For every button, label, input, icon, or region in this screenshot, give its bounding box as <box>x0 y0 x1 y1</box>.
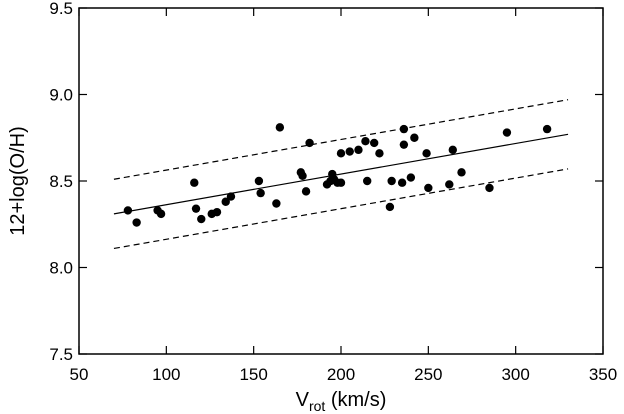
y-axis-label: 12+log(O/H) <box>7 126 29 236</box>
data-point <box>410 133 419 142</box>
tick-labels: 50 100 150 200 250 300 350 7.5 8.0 8.5 9.0 9.5 <box>49 0 617 384</box>
data-point <box>272 199 281 208</box>
y-tick-label: 8.5 <box>49 172 73 191</box>
data-point <box>363 176 372 186</box>
data-point <box>298 171 307 181</box>
data-point <box>397 178 407 187</box>
data-point <box>361 137 370 146</box>
x-tick-label: 150 <box>239 365 267 384</box>
data-points <box>123 123 552 227</box>
x-tick-label: 350 <box>589 365 617 384</box>
fit-line <box>113 133 569 215</box>
x-axis-label-subscript: rot <box>309 398 325 414</box>
axis-ticks <box>78 7 604 355</box>
x-tick-label: 100 <box>152 365 180 384</box>
data-point <box>448 145 457 155</box>
data-point <box>354 145 363 155</box>
y-tick-label: 8.0 <box>49 259 73 278</box>
data-point <box>221 197 230 206</box>
data-point <box>212 207 222 217</box>
data-point <box>457 168 466 177</box>
x-tick-label: 250 <box>414 365 442 384</box>
data-point <box>156 209 166 219</box>
x-axis-label: Vrot (km/s) <box>296 389 387 414</box>
data-point <box>422 149 431 158</box>
data-point <box>345 147 354 156</box>
data-point <box>336 149 346 158</box>
x-axis-label-unit: (km/s) <box>325 389 386 411</box>
data-point <box>256 188 265 198</box>
x-tick-label: 200 <box>327 365 355 384</box>
data-point <box>399 140 409 149</box>
data-point <box>123 206 133 215</box>
y-tick-label: 9.0 <box>49 86 73 105</box>
y-tick-label: 7.5 <box>49 345 73 364</box>
x-tick-label: 300 <box>501 365 529 384</box>
data-point <box>424 183 433 193</box>
data-point <box>197 214 206 224</box>
data-point <box>226 192 236 201</box>
data-point <box>275 123 285 132</box>
data-point <box>542 124 552 134</box>
data-point <box>132 218 141 227</box>
data-point <box>399 124 409 134</box>
data-point <box>254 176 264 186</box>
data-point <box>485 183 494 193</box>
data-point <box>502 128 512 137</box>
dashed-bound-line <box>113 168 569 250</box>
fit-lines <box>113 99 569 250</box>
data-point <box>387 176 396 186</box>
data-point <box>336 178 346 187</box>
data-point <box>385 202 395 212</box>
dashed-bound-line <box>113 99 569 180</box>
data-point <box>369 138 379 148</box>
data-point <box>406 173 416 182</box>
x-axis-label-main: V <box>296 389 310 411</box>
data-point <box>191 204 201 213</box>
x-tick-label: 50 <box>70 365 89 384</box>
data-point <box>305 138 314 148</box>
data-point <box>190 178 199 187</box>
y-tick-label: 9.5 <box>49 0 73 18</box>
data-point <box>445 180 454 189</box>
data-point <box>375 149 384 158</box>
data-point <box>301 187 311 196</box>
